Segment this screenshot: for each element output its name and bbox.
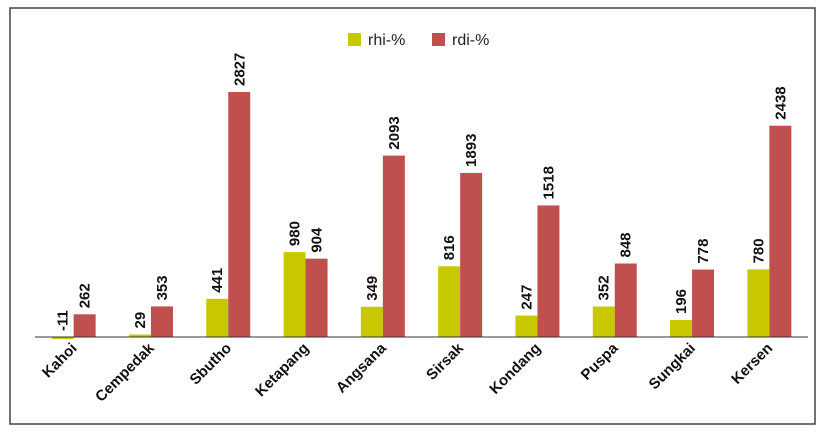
legend-swatch-rdi (432, 33, 445, 46)
bar-rhi-kahoi (51, 337, 74, 339)
bar-rhi-cempedak (128, 334, 151, 337)
value-label-rdi-angsana: 2093 (386, 116, 403, 149)
bar-rdi-sungkai (692, 269, 715, 337)
value-label-rdi-kahoi: 262 (77, 283, 94, 308)
value-label-rdi-kersen: 2438 (772, 86, 789, 119)
value-label-rdi-sbutho: 2827 (231, 53, 248, 86)
value-label-rhi-angsana: 349 (364, 276, 381, 301)
category-tick-labels: Kahoi Cempedak Sbutho Ketapang Angsana Sirsak… (39, 339, 776, 405)
category-label-cempedak: Cempedak (92, 339, 158, 405)
bar-rhi-kersen (747, 269, 770, 337)
category-label-ketapang: Ketapang (252, 340, 312, 400)
legend-swatch-rhi (348, 33, 361, 46)
bars (51, 92, 792, 339)
value-label-rhi-puspa: 352 (596, 275, 613, 300)
bar-rdi-angsana (382, 155, 405, 337)
bar-rdi-sirsak (460, 172, 483, 337)
bar-rdi-cempedak (150, 306, 173, 337)
bar-rhi-puspa (592, 306, 615, 337)
value-label-rdi-sungkai: 778 (695, 239, 712, 264)
category-label-sbutho: Sbutho (187, 340, 236, 389)
value-label-rdi-sirsak: 1893 (463, 134, 480, 167)
legend: rhi-% rdi-% (348, 32, 489, 49)
bar-rhi-ketapang (283, 252, 306, 337)
value-label-rdi-cempedak: 353 (154, 275, 171, 300)
value-label-rhi-kahoi: -11 (55, 310, 72, 331)
bar-rdi-kahoi (73, 314, 96, 337)
value-label-rdi-kondang: 1518 (540, 166, 557, 199)
value-labels: -11 262 29 353 441 2827 980 904 349 2093 816 1893 24… (55, 53, 790, 331)
category-label-puspa: Puspa (578, 339, 622, 383)
category-label-angsana: Angsana (333, 339, 390, 396)
value-label-rhi-ketapang: 980 (287, 221, 304, 246)
category-label-sungkai: Sungkai (646, 340, 699, 393)
value-label-rhi-sirsak: 816 (441, 235, 458, 260)
bar-rdi-ketapang (305, 258, 328, 337)
value-label-rhi-sbutho: 441 (209, 268, 226, 293)
value-label-rdi-ketapang: 904 (309, 227, 326, 253)
bar-rdi-kondang (537, 205, 560, 337)
bar-rhi-sirsak (438, 266, 461, 337)
bar-rdi-sbutho (228, 92, 251, 337)
value-label-rhi-kersen: 780 (750, 238, 767, 263)
bar-rdi-puspa (614, 263, 637, 337)
value-label-rhi-sungkai: 196 (673, 289, 690, 314)
category-label-kahoi: Kahoi (39, 340, 80, 381)
chart-border (9, 7, 816, 425)
legend-label-rhi: rhi-% (368, 32, 405, 49)
bar-rhi-sungkai (670, 320, 693, 337)
value-label-rdi-puspa: 848 (618, 232, 635, 257)
bar-rhi-kondang (515, 315, 538, 337)
bar-rhi-sbutho (206, 298, 229, 337)
category-label-sirsak: Sirsak (423, 339, 467, 383)
value-label-rhi-kondang: 247 (518, 285, 535, 310)
bar-rhi-angsana (360, 306, 383, 337)
bar-rdi-kersen (769, 125, 792, 337)
category-label-kersen: Kersen (728, 340, 776, 388)
legend-label-rdi: rdi-% (452, 32, 489, 49)
category-label-kondang: Kondang (486, 340, 544, 398)
value-label-rhi-cempedak: 29 (132, 312, 149, 329)
